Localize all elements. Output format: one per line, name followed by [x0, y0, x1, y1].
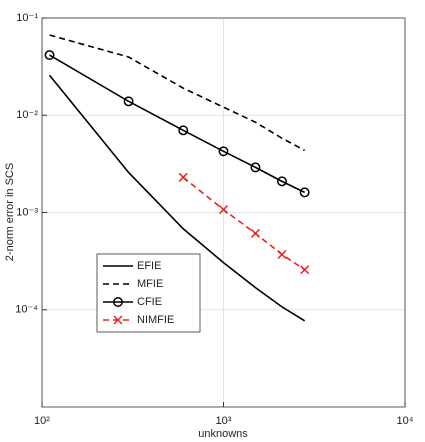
legend: EFIE MFIE CFIE NIMFIE	[96, 253, 201, 333]
y-axis-label: 2-norm error in SCS	[4, 163, 16, 261]
series-line	[48, 74, 306, 322]
marker	[277, 176, 287, 187]
legend-label: EFIE	[137, 260, 161, 272]
legend-marker	[113, 297, 123, 307]
y-tick-label: 10⁻²	[16, 109, 38, 121]
marker	[178, 125, 189, 136]
marker	[250, 228, 260, 238]
y-tick-label: 10⁻³	[16, 206, 38, 218]
marker	[178, 172, 188, 182]
axes-box	[41, 17, 406, 408]
legend-box	[96, 253, 201, 333]
legend-label: MFIE	[137, 278, 163, 290]
marker	[299, 187, 310, 198]
y-tick-label: 10⁻¹	[16, 12, 38, 24]
marker	[44, 50, 55, 60]
marker	[123, 96, 134, 107]
legend-label: NIMFIE	[137, 314, 174, 326]
series-line	[49, 54, 306, 194]
x-tick-label: 10³	[216, 415, 232, 427]
marker	[218, 146, 229, 157]
marker	[218, 205, 229, 215]
series-line	[49, 34, 306, 152]
marker	[300, 265, 310, 275]
legend-label: CFIE	[137, 296, 162, 308]
x-tick-label: 10²	[34, 415, 50, 427]
x-tick-label: 10⁴	[397, 415, 414, 427]
legend-marker	[113, 315, 123, 325]
marker	[277, 249, 287, 260]
x-axis-label: unknowns	[198, 428, 248, 440]
marker	[250, 162, 261, 173]
y-tick-label: 10⁻⁴	[15, 304, 38, 316]
